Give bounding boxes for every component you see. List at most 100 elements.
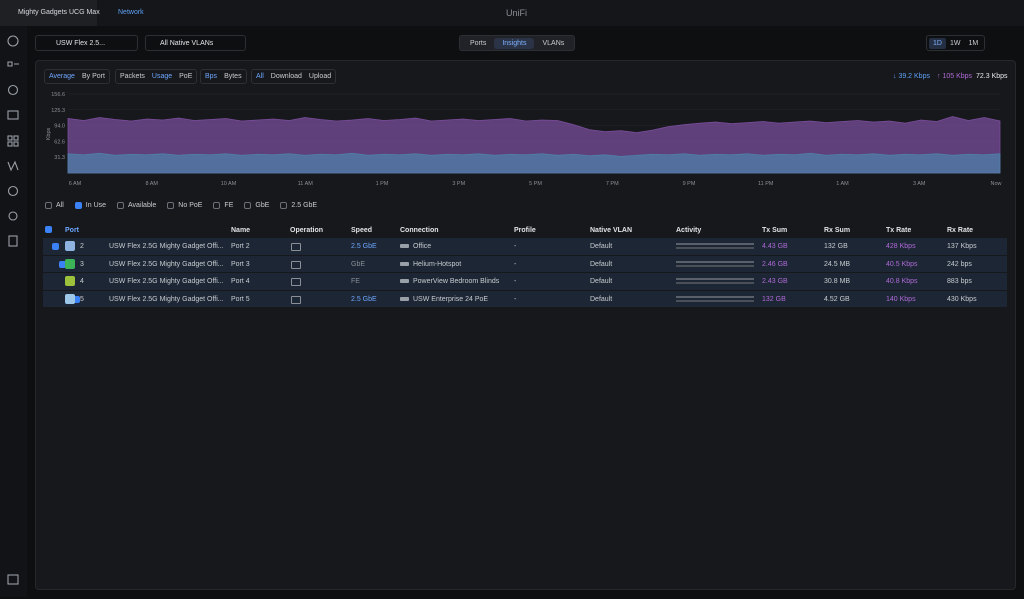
device-name: USW Flex 2.5G Mighty Gadget Offi...	[109, 295, 224, 303]
column-header: Speed	[351, 227, 373, 234]
connection: Helium-Hotspot	[413, 260, 462, 268]
x-tick-label: 11 PM	[758, 181, 774, 187]
y-tick-label: 156.6	[51, 92, 65, 98]
tx-rate: 40.5 Kbps	[886, 260, 918, 268]
device-name: USW Flex 2.5G Mighty Gadget Offi...	[109, 278, 224, 285]
checkbox-item[interactable]: In Use	[74, 202, 107, 209]
table-row[interactable]	[43, 238, 1007, 255]
y-tick-label: 94.0	[54, 124, 65, 130]
profile: -	[514, 278, 517, 285]
filter-group: Packets Usage PoE	[115, 69, 198, 84]
filter-option[interactable]: Upload	[308, 73, 332, 80]
filter-group: All Download Upload	[251, 69, 337, 84]
tab-label[interactable]: Network	[118, 9, 144, 16]
connection-icon	[400, 244, 409, 248]
tx-rate: 428 Kbps	[886, 243, 916, 250]
filter-option[interactable]: Bps	[205, 73, 218, 80]
column-header: Rx Sum	[824, 227, 851, 234]
filter-option[interactable]: Usage	[151, 73, 173, 80]
area	[67, 152, 1001, 174]
filter-option[interactable]: Bytes	[224, 73, 242, 80]
range-tab[interactable]: 1D	[929, 37, 946, 49]
rx-sum: 132 GB	[824, 243, 848, 250]
sidebar-icons	[7, 35, 19, 585]
device-name: USW Flex 2.5G Mighty Gadget Offi...	[109, 260, 224, 268]
tx-rate: 40.8 Kbps	[886, 278, 918, 285]
table-row[interactable]	[43, 273, 1007, 290]
checkbox-item[interactable]: No PoE	[167, 202, 202, 209]
checkbox[interactable]	[45, 226, 52, 233]
port-name: Port 3	[231, 260, 250, 268]
tx-sum: 4.43 GB	[762, 243, 788, 250]
tab-label[interactable]: Mighty Gadgets UCG Max	[18, 9, 100, 16]
column-header: Port	[65, 227, 79, 234]
checkbox-item[interactable]: 2.5 GbE	[280, 202, 317, 209]
activity-bar	[676, 278, 754, 280]
activity-bar	[676, 299, 754, 302]
column-header: Connection	[400, 227, 439, 234]
checkbox-item[interactable]: GbE	[244, 202, 269, 209]
rx-rate: 242 bps	[947, 260, 972, 268]
download-rate: ↓ 39.2 Kbps	[893, 73, 930, 80]
x-tick-label: 5 PM	[529, 181, 542, 187]
y-axis-label: Kbps	[46, 127, 52, 140]
filter-option[interactable]: Packets	[120, 73, 145, 80]
connection-icon	[400, 279, 409, 283]
checkbox-label: FE	[224, 202, 234, 209]
port-number: 3	[80, 260, 84, 268]
native-vlan: Default	[590, 295, 613, 303]
upload-rate: ↑ 105 Kbps	[937, 73, 973, 80]
x-tick-label: 6 AM	[69, 181, 82, 187]
filter-option[interactable]: Download	[270, 73, 302, 80]
checkbox-item[interactable]: Available	[117, 202, 156, 209]
checkbox	[244, 202, 252, 209]
filter-option[interactable]: Average	[49, 73, 75, 80]
checkbox-item[interactable]: All	[45, 202, 64, 209]
tx-sum: 2.46 GB	[762, 260, 788, 268]
checkbox-label: 2.5 GbE	[291, 202, 318, 209]
filter-option[interactable]: All	[256, 73, 264, 80]
port-number: 4	[80, 278, 84, 285]
table-row[interactable]	[43, 290, 1007, 307]
range-tab[interactable]: 1M	[968, 39, 979, 47]
x-tick-label: 11 AM	[298, 181, 314, 187]
column-header: Profile	[514, 227, 536, 234]
filter-option[interactable]: By Port	[81, 73, 105, 80]
activity-bar	[676, 243, 754, 245]
speed: FE	[351, 278, 360, 285]
sidebar	[0, 26, 27, 597]
filter-option[interactable]: PoE	[179, 73, 193, 80]
speed: 2.5 GbE	[351, 243, 377, 250]
checkbox	[45, 202, 52, 209]
port-name: Port 4	[231, 278, 250, 285]
vlan-select[interactable]: All Native VLANs	[145, 35, 246, 51]
checkbox-label: In Use	[85, 202, 107, 209]
port-number: 5	[80, 295, 84, 303]
brand: UniFi	[506, 8, 528, 18]
activity-bar	[676, 295, 754, 298]
activity-bar	[676, 247, 754, 249]
rx-sum: 4.52 GB	[824, 295, 850, 303]
device-select[interactable]: USW Flex 2.5...	[35, 35, 138, 51]
tx-sum: 132 GB	[762, 295, 786, 303]
checkbox-item[interactable]: FE	[213, 202, 233, 209]
x-tick-label: 3 AM	[913, 181, 926, 187]
port-icon	[65, 293, 75, 304]
port-icon	[65, 258, 75, 269]
tab[interactable]	[0, 0, 97, 26]
x-tick-label: 10 AM	[221, 181, 237, 187]
range-tab[interactable]: 1W	[949, 39, 961, 47]
view-tab[interactable]: Insights	[494, 37, 535, 49]
checkbox[interactable]	[52, 243, 59, 250]
table-row[interactable]	[43, 255, 1007, 272]
view-tab[interactable]: VLANs	[542, 39, 565, 47]
operation-icon	[291, 260, 301, 269]
native-vlan: Default	[590, 260, 613, 268]
column-header: Tx Rate	[886, 227, 912, 234]
port-icon	[65, 241, 75, 251]
native-vlan: Default	[590, 278, 613, 285]
x-tick-label: 1 AM	[836, 181, 849, 187]
view-tab[interactable]: Ports	[470, 39, 487, 47]
x-tick-label: 9 PM	[683, 181, 696, 187]
